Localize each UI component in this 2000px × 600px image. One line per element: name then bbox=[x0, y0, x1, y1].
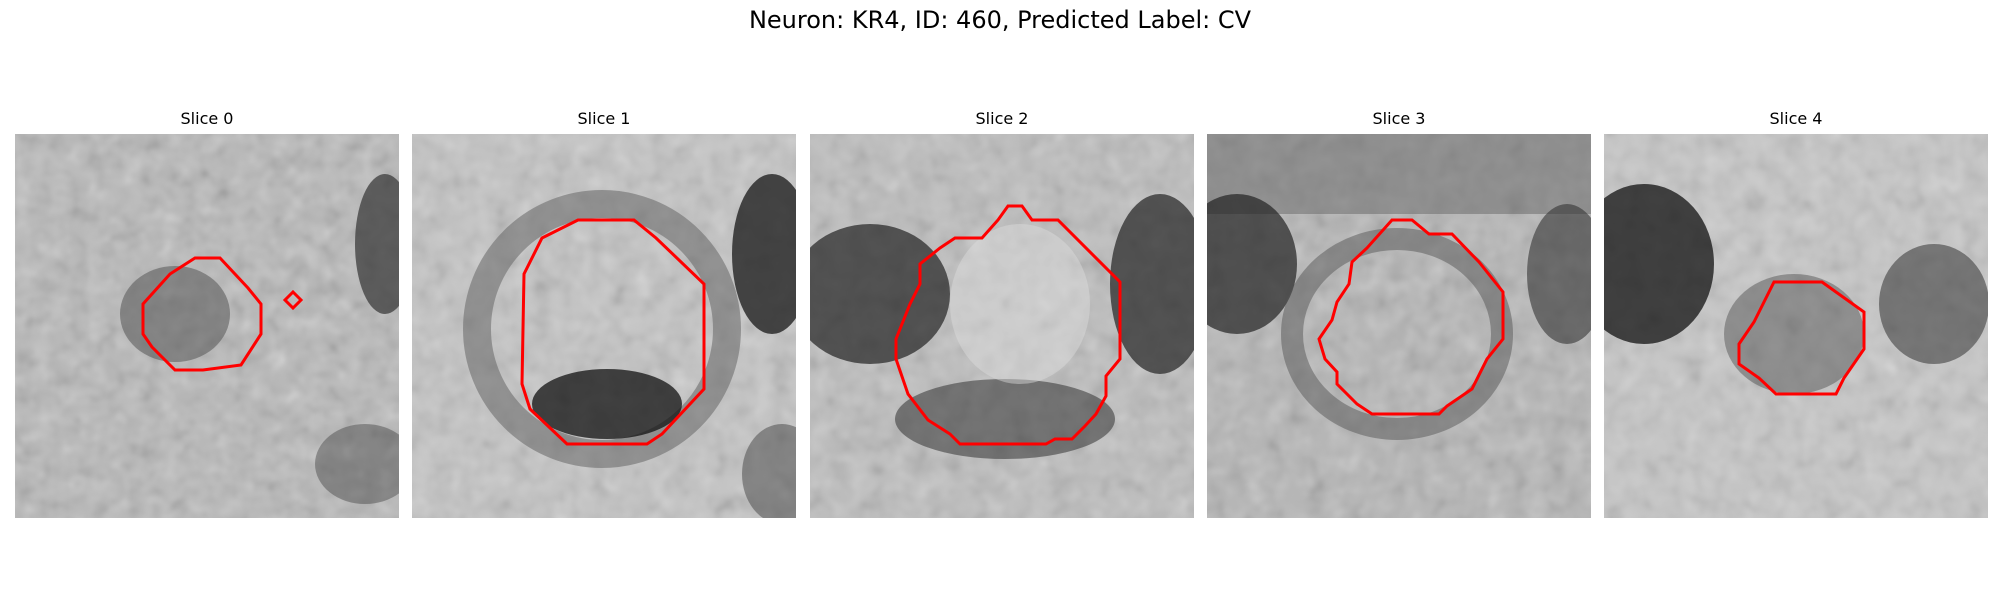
dark-region bbox=[1527, 204, 1591, 344]
dark-region bbox=[1207, 194, 1297, 334]
slice-title: Slice 2 bbox=[975, 109, 1029, 128]
contour-outline bbox=[1317, 218, 1505, 416]
contour-outline bbox=[520, 218, 706, 446]
bright-region bbox=[950, 224, 1090, 384]
dark-region bbox=[120, 266, 230, 362]
slice-title: Slice 3 bbox=[1372, 109, 1426, 128]
dark-region bbox=[1604, 184, 1714, 344]
slice-title: Slice 0 bbox=[180, 109, 234, 128]
dark-region bbox=[355, 174, 399, 314]
contour-outline bbox=[894, 204, 1122, 446]
dark-region bbox=[742, 424, 796, 518]
slice-panel-1: Slice 1 bbox=[412, 104, 796, 518]
slice-panel-3: Slice 3 bbox=[1207, 104, 1591, 518]
slice-panel-4: Slice 4 bbox=[1604, 104, 1988, 518]
slice-image bbox=[15, 134, 399, 518]
contour-outline bbox=[1737, 280, 1866, 396]
dark-region bbox=[1110, 194, 1194, 374]
dark-region bbox=[315, 424, 399, 504]
dark-region bbox=[1724, 274, 1864, 394]
slice-title: Slice 4 bbox=[1769, 109, 1823, 128]
dark-region bbox=[532, 369, 682, 439]
contour-outline bbox=[282, 289, 304, 311]
slice-image bbox=[412, 134, 796, 518]
slice-image bbox=[810, 134, 1194, 518]
dark-region bbox=[1207, 134, 1591, 214]
dark-region bbox=[1879, 244, 1988, 364]
membrane-ring bbox=[463, 190, 741, 468]
slice-panel-0: Slice 0 bbox=[15, 104, 399, 518]
slice-title: Slice 1 bbox=[577, 109, 631, 128]
dark-region bbox=[732, 174, 796, 334]
figure-title: Neuron: KR4, ID: 460, Predicted Label: C… bbox=[748, 6, 1252, 34]
slice-panel-2: Slice 2 bbox=[810, 104, 1194, 518]
dark-region bbox=[810, 224, 950, 364]
contour-outline bbox=[141, 256, 263, 372]
slice-image bbox=[1604, 134, 1988, 518]
slice-image bbox=[1207, 134, 1591, 518]
